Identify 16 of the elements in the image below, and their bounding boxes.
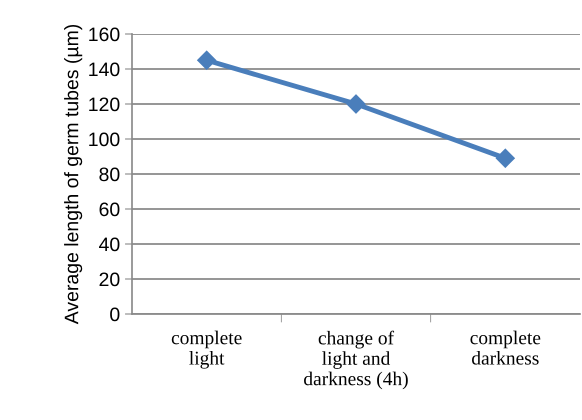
point [496,148,515,168]
y-tick-label: 100 [89,132,120,146]
x-tick-label: complete light [172,330,242,369]
x-tick-label: complete darkness [470,330,540,365]
x-tick-label: change of light and darkness (4h) [304,330,408,390]
point [346,94,366,114]
y-tick-label: 120 [89,97,120,112]
y-tick-label: 160 [89,27,120,42]
y-tick-label: 40 [99,237,120,252]
y-tick-label: 0 [110,307,120,322]
y-tick-label: 20 [100,272,120,286]
y-tick-label: 80 [99,167,120,182]
y-tick-label: 60 [100,202,120,216]
point [197,50,216,70]
y-tick-label: 140 [89,62,120,76]
y-axis-title: Average length of germ tubes (µm) [64,24,82,324]
